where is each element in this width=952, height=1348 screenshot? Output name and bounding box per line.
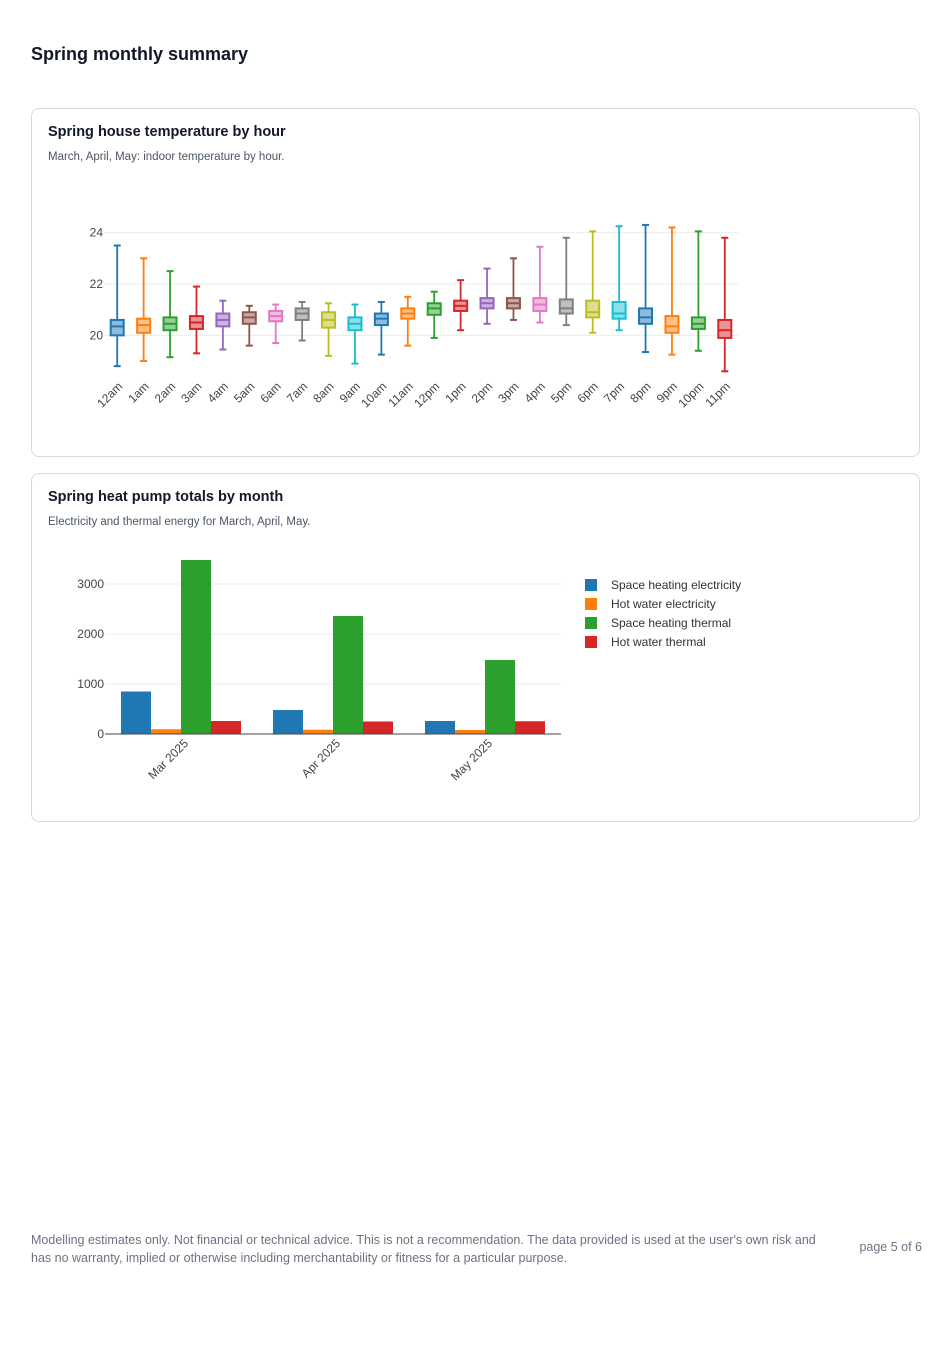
bar-1-2 [455, 730, 485, 734]
x-tick-label: 11pm [702, 379, 733, 410]
x-tick-label: 8pm [627, 379, 653, 405]
x-tick-label: 8am [310, 379, 336, 405]
x-tick-label: 3pm [495, 379, 521, 405]
y-tick-label: 3000 [77, 577, 104, 591]
bar-0-1 [273, 710, 303, 734]
box-8am [321, 302, 337, 357]
box-7pm [611, 225, 627, 332]
bar-1-1 [303, 729, 333, 734]
box-9pm [664, 226, 680, 356]
x-tick-label: 7pm [601, 379, 627, 405]
box-11am [400, 295, 416, 347]
bar-2-1 [333, 616, 363, 734]
box-11pm [717, 236, 733, 373]
x-tick-label: Mar 2025 [145, 736, 191, 782]
iqr-box [611, 300, 627, 320]
box-2am [162, 270, 178, 359]
legend-swatch [585, 617, 597, 629]
box-4pm [532, 245, 548, 324]
legend-label: Space heating thermal [611, 616, 731, 630]
x-tick-label: 6am [257, 379, 283, 405]
legend-label: Hot water electricity [611, 597, 716, 611]
legend-label: Hot water thermal [611, 635, 706, 649]
bar-3-0 [211, 721, 241, 734]
box-6am [268, 303, 284, 345]
legend-swatch [585, 598, 597, 610]
disclaimer-footer: Modelling estimates only. Not financial … [31, 1233, 816, 1265]
bar-2-2 [485, 660, 515, 734]
box-5am [241, 304, 257, 347]
y-tick-label: 20 [90, 328, 104, 342]
box-3pm [505, 257, 521, 321]
chart-subtitle: Electricity and thermal energy for March… [48, 516, 311, 528]
box-10am [373, 300, 389, 356]
x-tick-label: 2am [152, 379, 178, 405]
heat-pump-bar-chart: 0 1000 2000 3000 Mar 2025 Apr 2025 May 2025 Spa… [77, 560, 741, 783]
x-tick-label: 12pm [411, 379, 442, 410]
box-10pm [690, 230, 706, 352]
box-12pm [426, 290, 442, 339]
bar-1-0 [151, 729, 181, 734]
x-tick-label: 12am [94, 379, 125, 410]
x-tick-label: 1am [125, 379, 151, 405]
x-tick-label: 5pm [548, 379, 574, 405]
bar-3-1 [363, 721, 393, 734]
iqr-box [638, 307, 654, 325]
x-tick-label: 10am [358, 379, 389, 410]
legend-label: Space heating electricity [611, 578, 741, 592]
x-tick-label: 5am [231, 379, 257, 405]
box-3am [188, 285, 204, 355]
iqr-box [664, 315, 680, 334]
box-9am [347, 303, 363, 365]
x-tick-label: Apr 2025 [299, 736, 344, 781]
x-tick-label: 1pm [442, 379, 468, 405]
y-tick-label: 22 [90, 277, 104, 291]
iqr-box [585, 299, 601, 319]
box-2pm [479, 267, 495, 325]
chart-subtitle: March, April, May: indoor temperature by… [48, 151, 285, 163]
x-tick-label: 4am [205, 379, 231, 405]
page-number: page 5 of 6 [859, 1240, 922, 1254]
box-5pm [558, 236, 574, 327]
box-8pm [638, 223, 654, 354]
box-6pm [585, 230, 601, 334]
iqr-box [109, 318, 125, 337]
box-7am [294, 300, 310, 342]
y-tick-label: 24 [90, 226, 104, 240]
chart-title: Spring house temperature by hour [48, 124, 286, 140]
bar-3-2 [515, 721, 545, 734]
box-1pm [453, 279, 469, 332]
bar-0-2 [425, 721, 455, 734]
bar-2-0 [181, 560, 211, 734]
iqr-box [717, 318, 733, 339]
y-tick-label: 1000 [77, 677, 104, 691]
y-tick-label: 2000 [77, 627, 104, 641]
iqr-box [558, 298, 574, 315]
x-tick-label: 2pm [469, 379, 495, 405]
box-1am [136, 257, 152, 363]
box-4am [215, 299, 231, 351]
x-tick-label: 3am [178, 379, 204, 405]
x-tick-label: 6pm [574, 379, 600, 405]
x-tick-label: May 2025 [448, 736, 495, 783]
y-tick-label: 0 [97, 727, 104, 741]
page-title: Spring monthly summary [31, 44, 249, 64]
legend-swatch [585, 636, 597, 648]
chart-title: Spring heat pump totals by month [48, 489, 284, 505]
x-tick-label: 10pm [675, 379, 706, 410]
box-12am [109, 244, 125, 368]
x-tick-label: 4pm [522, 379, 548, 405]
x-tick-label: 7am [284, 379, 310, 405]
bar-0-0 [121, 691, 151, 734]
x-tick-label: 11am [385, 379, 416, 410]
heat-pump-chart-card: Spring heat pump totals by month Electri… [31, 473, 920, 822]
legend-swatch [585, 579, 597, 591]
temperature-chart-card: Spring house temperature by hour March, … [31, 108, 920, 457]
